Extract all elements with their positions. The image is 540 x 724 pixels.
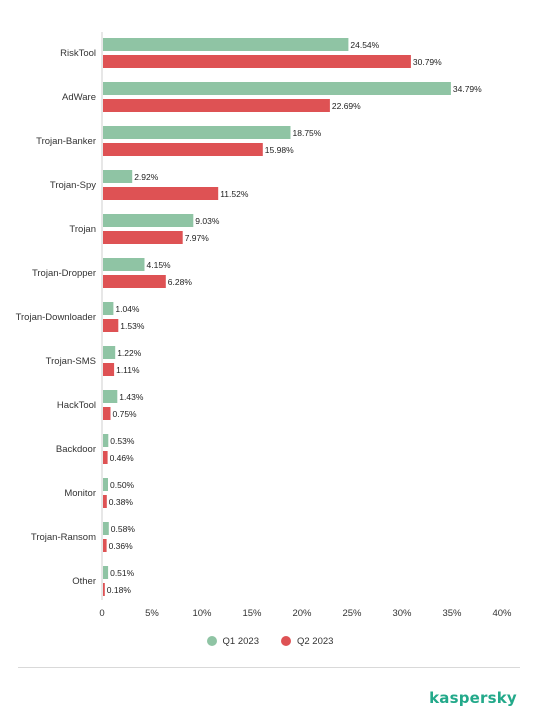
- data-label: 1.22%: [117, 348, 142, 358]
- bar-q1: [103, 302, 114, 315]
- bar-q2: [103, 363, 115, 376]
- category-label: RiskTool: [60, 48, 96, 59]
- data-label: 18.75%: [293, 128, 322, 138]
- bar-q1: [103, 434, 109, 447]
- x-tick-label: 0: [99, 608, 104, 619]
- data-label: 0.53%: [110, 436, 135, 446]
- data-label: 0.18%: [107, 585, 132, 595]
- x-tick-label: 5%: [145, 608, 159, 619]
- category-label: Other: [72, 576, 96, 587]
- bar-q2: [103, 55, 411, 68]
- x-tick-label: 25%: [342, 608, 362, 619]
- data-label: 34.79%: [453, 84, 482, 94]
- x-tick-label: 40%: [492, 608, 512, 619]
- category-label: Monitor: [64, 488, 96, 499]
- bar-q2: [103, 275, 166, 288]
- category-label: Trojan-Spy: [50, 180, 96, 191]
- bar-q2: [103, 407, 111, 420]
- category-label: Trojan-Dropper: [32, 268, 96, 279]
- data-label: 6.28%: [168, 277, 193, 287]
- x-tick-label: 15%: [242, 608, 262, 619]
- data-label: 9.03%: [195, 216, 220, 226]
- x-tick-label: 35%: [442, 608, 462, 619]
- data-label: 0.58%: [111, 524, 136, 534]
- bar-q1: [103, 82, 451, 95]
- bar-q2: [103, 539, 107, 552]
- data-label: 22.69%: [332, 101, 361, 111]
- data-label: 24.54%: [350, 40, 379, 50]
- data-label: 1.04%: [115, 304, 140, 314]
- legend-swatch-q2: [281, 636, 291, 646]
- bar-q2: [103, 583, 105, 596]
- kaspersky-logo: kaspersky: [429, 684, 517, 712]
- legend-label-q1: Q1 2023: [222, 635, 259, 647]
- legend-item-q2: Q2 2023: [281, 632, 333, 650]
- category-label: Trojan: [69, 224, 96, 235]
- bar-q1: [103, 522, 109, 535]
- category-label: Trojan-SMS: [46, 356, 96, 367]
- bar-q1: [103, 170, 133, 183]
- category-label: Trojan-Downloader: [16, 312, 96, 323]
- logo-text: kaspersky: [429, 689, 517, 707]
- bar-q2: [103, 319, 119, 332]
- bar-chart: RiskTool 24.54% 30.79% AdWare 34.79% 22.69% Tr…: [16, 32, 512, 619]
- bar-q2: [103, 495, 107, 508]
- bar-q2: [103, 451, 108, 464]
- bar-q1: [103, 566, 109, 579]
- bar-q2: [103, 143, 263, 156]
- x-tick-label: 10%: [192, 608, 212, 619]
- chart-legend: Q1 2023 Q2 2023: [0, 632, 540, 650]
- data-label: 0.51%: [110, 568, 135, 578]
- bar-q1: [103, 38, 349, 51]
- data-label: 0.75%: [113, 409, 138, 419]
- data-label: 1.11%: [116, 365, 140, 375]
- bar-q2: [103, 231, 183, 244]
- data-label: 0.38%: [109, 497, 134, 507]
- bar-q1: [103, 126, 291, 139]
- bar-q1: [103, 346, 116, 359]
- x-tick-label: 20%: [292, 608, 312, 619]
- data-label: 30.79%: [413, 57, 442, 67]
- data-label: 4.15%: [147, 260, 172, 270]
- bar-q1: [103, 258, 145, 271]
- data-label: 15.98%: [265, 145, 294, 155]
- data-label: 1.53%: [120, 321, 145, 331]
- data-label: 0.50%: [110, 480, 135, 490]
- data-label: 0.36%: [109, 541, 134, 551]
- category-label: Trojan-Ransom: [31, 532, 96, 543]
- legend-label-q2: Q2 2023: [297, 635, 334, 647]
- legend-item-q1: Q1 2023: [206, 632, 259, 650]
- category-label: Backdoor: [56, 444, 96, 455]
- data-label: 2.92%: [134, 172, 159, 182]
- category-label: Trojan-Banker: [36, 136, 96, 147]
- bar-q2: [103, 99, 330, 112]
- data-label: 11.52%: [220, 189, 249, 199]
- category-label: AdWare: [62, 92, 96, 103]
- bar-q1: [103, 214, 194, 227]
- data-label: 1.43%: [119, 392, 144, 402]
- bar-q1: [103, 478, 108, 491]
- data-label: 0.46%: [110, 453, 135, 463]
- x-tick-label: 30%: [392, 608, 412, 619]
- bar-q1: [103, 390, 118, 403]
- category-label: HackTool: [57, 400, 96, 411]
- bar-q2: [103, 187, 219, 200]
- data-label: 7.97%: [185, 233, 210, 243]
- legend-swatch-q1: [206, 636, 217, 646]
- footer-divider: [18, 667, 520, 668]
